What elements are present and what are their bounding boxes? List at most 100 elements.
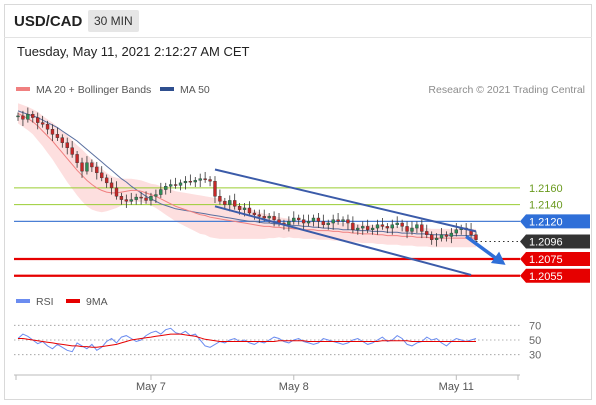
- rsi-tick-50: 50: [529, 335, 541, 347]
- rsi-tick-30: 30: [529, 350, 541, 362]
- legend-label-ma20: MA 20 + Bollinger Bands: [36, 84, 151, 96]
- candle-body: [144, 197, 148, 201]
- candle-body: [31, 114, 35, 118]
- rsi-legend: RSI 9MA: [16, 296, 108, 308]
- candle-body: [154, 194, 158, 197]
- candle-body: [218, 196, 222, 202]
- legend-label-ma50: MA 50: [180, 84, 210, 96]
- candle-body: [272, 216, 276, 220]
- candle-body: [306, 221, 311, 224]
- level-tag-1.2096: [520, 234, 590, 249]
- x-tick-label: May 7: [136, 381, 166, 393]
- candle-body: [326, 222, 330, 225]
- x-tick-label: May 8: [279, 381, 309, 393]
- candle-body: [129, 199, 133, 202]
- candle-body: [420, 224, 424, 232]
- candle-body: [336, 219, 340, 222]
- candle-body: [50, 129, 55, 135]
- candle-body: [21, 115, 25, 120]
- candle-body: [75, 154, 79, 163]
- widget-frame: [4, 4, 592, 400]
- candle-body: [114, 187, 119, 197]
- candle-body: [415, 224, 419, 229]
- main-plot: 1.2160 1.2140 1.2120 1.2096 1.2075 1.2055: [14, 103, 590, 283]
- legend-swatch-ma20: [16, 87, 30, 91]
- candle-body: [287, 221, 291, 225]
- candle-body: [104, 177, 109, 184]
- candle-body: [60, 137, 65, 143]
- candle-body: [139, 196, 143, 199]
- rsi-tick-70: 70: [529, 320, 541, 332]
- candle-body: [95, 166, 99, 174]
- candle-body: [208, 179, 212, 182]
- candle-body: [188, 180, 193, 183]
- candle-body: [454, 229, 458, 234]
- candle-body: [292, 217, 296, 222]
- candle-body: [70, 147, 74, 155]
- candle-body: [149, 196, 153, 201]
- candle-body: [346, 219, 350, 224]
- candle-body: [134, 196, 138, 200]
- candle-body: [100, 172, 104, 179]
- projection-arrow-head: [490, 251, 506, 265]
- candle-body: [168, 184, 173, 187]
- level-tag-1.2075: [520, 252, 590, 267]
- candle-body: [164, 186, 168, 190]
- candle-body: [233, 200, 237, 207]
- candle-body: [36, 117, 40, 123]
- rsi-plot: 70 50 30: [14, 320, 541, 362]
- candle-body: [267, 216, 271, 219]
- candle-body: [297, 217, 301, 220]
- candle-body: [223, 201, 227, 205]
- legend-label-rsi: RSI: [36, 296, 54, 308]
- candle-body: [198, 178, 202, 181]
- level-label-1.2055: 1.2055: [529, 271, 563, 283]
- candle-body: [425, 231, 429, 235]
- candle-body: [434, 237, 439, 240]
- candle-body: [301, 219, 306, 224]
- candle-body: [395, 222, 399, 225]
- candle-body: [390, 224, 394, 229]
- candle-body: [85, 162, 89, 172]
- candle-body: [90, 162, 94, 168]
- candle-body: [242, 207, 247, 210]
- candle-body: [45, 124, 50, 130]
- candle-body: [370, 227, 375, 230]
- ma20-line: [17, 112, 476, 239]
- candle-body: [228, 200, 232, 205]
- candle-body: [311, 217, 316, 222]
- candle-body: [356, 227, 360, 230]
- candle-body: [365, 226, 370, 230]
- timestamp: Tuesday, May 11, 2021 2:12:27 AM CET: [17, 44, 250, 59]
- candle-body: [375, 224, 380, 229]
- level-tag-1.2055: [520, 268, 590, 283]
- legend-swatch-rsi: [16, 299, 30, 303]
- candle-body: [55, 134, 60, 138]
- candle-body: [351, 222, 355, 230]
- candle-body: [65, 142, 69, 148]
- candle-body: [400, 222, 404, 227]
- level-label-1.2096: 1.2096: [529, 236, 563, 248]
- candle-body: [257, 214, 261, 217]
- rsi-9ma-line: [18, 333, 476, 348]
- candle-body: [203, 178, 207, 180]
- candle-body: [252, 212, 257, 215]
- channel-upper-line: [214, 168, 477, 233]
- candle-body: [361, 226, 365, 229]
- candle-body: [321, 221, 326, 225]
- candle-body: [213, 180, 217, 197]
- candle-body: [173, 184, 178, 186]
- legend-swatch-ma50: [160, 87, 174, 91]
- candle-body: [410, 227, 414, 232]
- level-label-1.2075: 1.2075: [529, 254, 563, 266]
- candle-body: [26, 114, 30, 120]
- timeframe-badge[interactable]: 30 MIN: [88, 10, 139, 32]
- candle-body: [385, 226, 390, 229]
- level-tag-1.2120: [520, 214, 590, 229]
- candle-body: [331, 219, 335, 224]
- candle-body: [405, 226, 409, 232]
- candle-body: [80, 162, 84, 172]
- ma50-line: [17, 110, 476, 237]
- bollinger-band: [18, 103, 476, 248]
